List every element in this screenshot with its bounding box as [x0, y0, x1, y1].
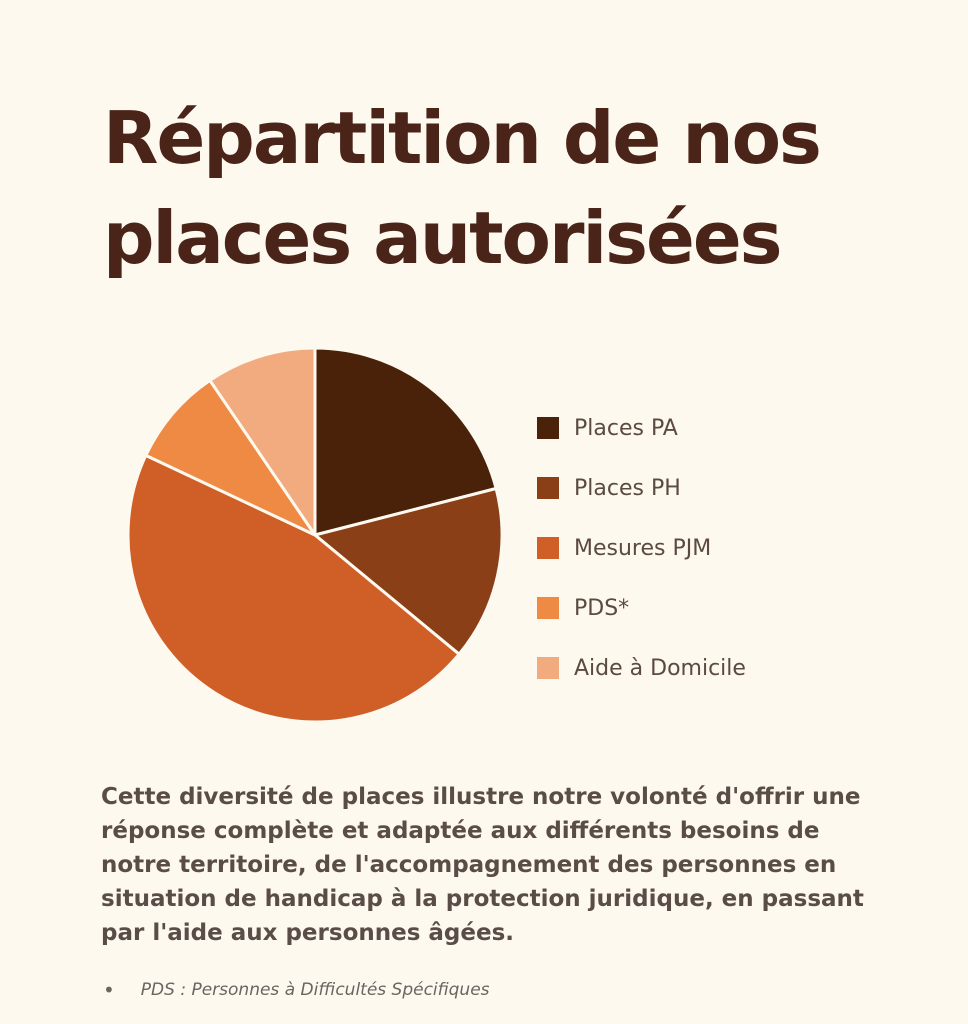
title-line-1: Répartition de nos [103, 96, 822, 180]
footnote-text: PDS : Personnes à Difficultés Spécifique… [140, 980, 490, 1000]
legend-item-mesures-pjm: Mesures PJM [537, 518, 746, 578]
legend-swatch [537, 537, 559, 559]
legend-swatch [537, 477, 559, 499]
pie-slice-places-ph [313, 486, 504, 656]
legend-item-places-ph: Places PH [537, 458, 746, 518]
title-line-2: places autorisées [103, 196, 783, 280]
pie-slice-places-pa [313, 346, 498, 537]
pie-chart [126, 346, 504, 724]
pie-slice-aide-a-domicile [208, 346, 317, 537]
pie-slice-pds [144, 378, 317, 537]
legend-label: Places PH [574, 475, 681, 501]
legend-swatch [537, 417, 559, 439]
legend-label: Mesures PJM [574, 535, 712, 561]
pie-slice-mesures-pjm [126, 453, 461, 724]
legend-label: Places PA [574, 415, 678, 441]
footnote: • PDS : Personnes à Difficultés Spécifiq… [103, 978, 490, 1002]
legend-item-places-pa: Places PA [537, 398, 746, 458]
bullet-icon: • [103, 978, 115, 1002]
description-paragraph: Cette diversité de places illustre notre… [101, 784, 864, 946]
page-title: Répartition de nos places autorisées [103, 88, 923, 288]
legend-label: PDS* [574, 595, 630, 621]
legend-swatch [537, 597, 559, 619]
legend-item-pds: PDS* [537, 578, 746, 638]
legend-item-aide-a-domicile: Aide à Domicile [537, 638, 746, 698]
chart-legend: Places PA Places PH Mesures PJM PDS* Aid… [537, 398, 746, 698]
legend-swatch [537, 657, 559, 679]
legend-label: Aide à Domicile [574, 655, 746, 681]
